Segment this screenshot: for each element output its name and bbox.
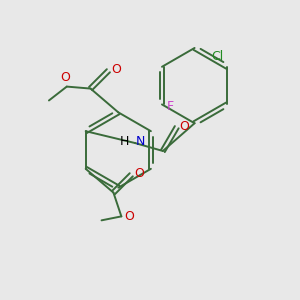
Text: O: O bbox=[124, 210, 134, 223]
Text: O: O bbox=[111, 63, 121, 76]
Text: O: O bbox=[60, 70, 70, 84]
Text: H: H bbox=[120, 135, 129, 148]
Text: O: O bbox=[134, 167, 144, 180]
Text: F: F bbox=[167, 100, 174, 113]
Text: O: O bbox=[180, 120, 190, 133]
Text: Cl: Cl bbox=[211, 50, 223, 63]
Text: N: N bbox=[136, 135, 146, 148]
